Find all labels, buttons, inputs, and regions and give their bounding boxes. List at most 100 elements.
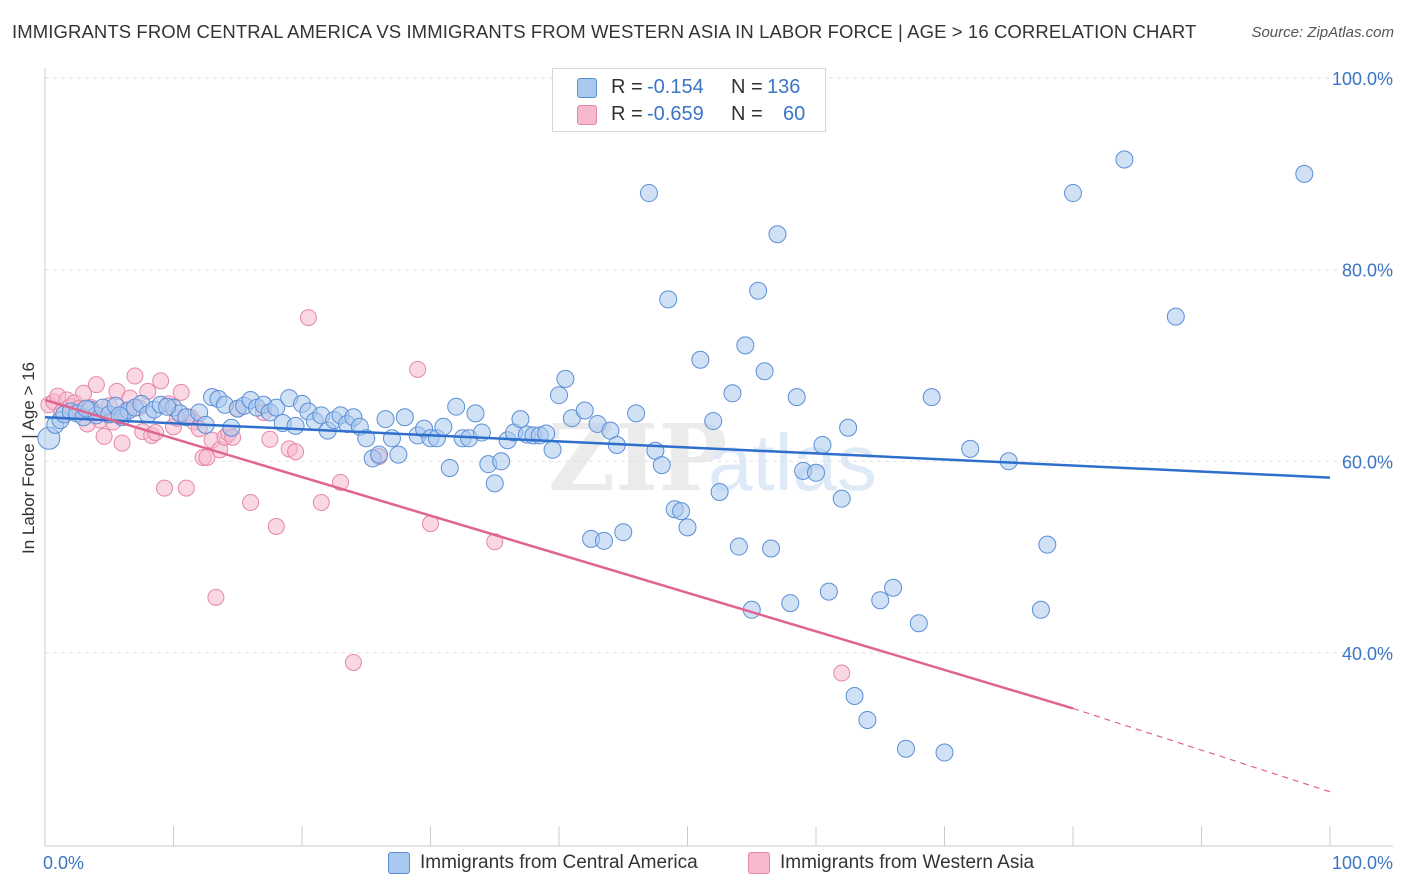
data-point-central-america [787, 388, 806, 407]
data-point-western-asia [156, 479, 174, 497]
legend-r-value: -0.154 [647, 76, 704, 98]
data-point-central-america [158, 397, 177, 416]
data-point-central-america [755, 362, 774, 381]
bottom-legend-swatch-blue [388, 852, 410, 874]
data-point-central-america [1295, 164, 1314, 183]
data-point-central-america [614, 523, 633, 542]
data-point-central-america [389, 445, 408, 464]
data-point-central-america [781, 594, 800, 613]
legend-n-value: 136 [767, 76, 801, 98]
legend-n-label: N = [731, 76, 763, 98]
x-tick-label: 0.0% [43, 853, 84, 873]
data-point-central-america [575, 401, 594, 420]
data-point-central-america [543, 440, 562, 459]
legend-r-label: R = [611, 76, 643, 98]
chart-title: IMMIGRANTS FROM CENTRAL AMERICA VS IMMIG… [12, 21, 1197, 42]
data-point-central-america [1038, 535, 1057, 554]
data-point-central-america [845, 687, 864, 706]
data-point-central-america [672, 502, 691, 521]
data-point-western-asia [207, 588, 225, 606]
axis-labels: 40.0% 60.0% 80.0% 100.0% 0.0% 100.0% In Labor … [19, 69, 1393, 873]
data-point-central-america [395, 408, 414, 427]
data-point-central-america [832, 489, 851, 508]
y-tick-label: 80.0% [1342, 261, 1393, 281]
data-point-central-america [896, 739, 915, 758]
trend-lines [44, 398, 1331, 793]
bottom-legend-swatch-pink [748, 852, 770, 874]
axes [44, 68, 1393, 847]
data-point-central-america [839, 418, 858, 437]
y-tick-label: 40.0% [1342, 644, 1393, 664]
data-point-central-america [858, 710, 877, 729]
data-point-central-america [440, 459, 459, 478]
data-point-central-america [678, 518, 697, 537]
data-point-central-america [729, 537, 748, 556]
data-point-central-america [710, 482, 729, 501]
trend-line-western-asia [44, 398, 1074, 710]
data-point-central-america [807, 463, 825, 482]
data-point-western-asia [344, 653, 362, 671]
y-tick-label: 100.0% [1332, 69, 1393, 89]
data-point-central-america [1115, 150, 1134, 169]
data-point-central-america [639, 184, 658, 203]
data-point-central-america [922, 388, 941, 407]
data-point-central-america [736, 336, 755, 355]
data-point-western-asia [177, 479, 195, 497]
data-point-central-america [1064, 184, 1082, 203]
data-point-western-asia [152, 372, 170, 390]
data-point-central-america [659, 290, 678, 309]
data-point-western-asia [113, 434, 131, 452]
data-point-central-america [768, 225, 787, 244]
x-tick-label: 100.0% [1332, 853, 1393, 873]
correlation-legend: R = -0.154 N = 136 R = -0.659 N = 60 [552, 68, 826, 132]
legend-r-label: R = [611, 103, 643, 125]
data-point-western-asia [126, 367, 144, 385]
chart-source: Source: ZipAtlas.com [1251, 24, 1394, 41]
data-point-central-america [884, 578, 903, 597]
data-point-central-america [704, 412, 723, 431]
data-point-central-america [961, 439, 980, 458]
data-point-central-america [434, 417, 453, 436]
data-point-central-america [594, 531, 613, 550]
data-point-western-asia [267, 517, 285, 535]
data-point-central-america [376, 410, 395, 429]
data-point-central-america [492, 452, 511, 471]
trend-line-central-america [44, 415, 1331, 479]
data-point-central-america [627, 404, 646, 423]
data-point-central-america [511, 410, 530, 429]
data-point-central-america [819, 582, 838, 601]
legend-swatch-pink [577, 105, 597, 125]
data-point-central-america [909, 614, 928, 633]
legend-n-label: N = [731, 103, 763, 125]
data-point-central-america [691, 350, 710, 369]
legend-n-value: 60 [783, 103, 806, 125]
data-point-central-america [357, 429, 376, 448]
data-point-central-america [550, 386, 568, 405]
grid-lines [45, 77, 1393, 654]
data-point-western-asia [87, 376, 105, 394]
data-point-western-asia [242, 493, 260, 511]
data-point-central-america [762, 539, 781, 558]
data-point-central-america [485, 474, 504, 493]
bottom-legend-label: Immigrants from Central America [420, 852, 698, 873]
data-point-central-america [447, 397, 466, 416]
data-point-western-asia [95, 427, 113, 445]
data-point-central-america [935, 743, 954, 762]
data-point-central-america [267, 398, 286, 417]
data-point-central-america [723, 384, 742, 403]
data-point-western-asia [172, 383, 190, 401]
data-point-central-america [222, 418, 241, 437]
data-point-central-america [813, 436, 832, 455]
data-point-central-america [466, 404, 485, 423]
data-point-western-asia [299, 309, 317, 327]
data-point-central-america [370, 445, 389, 464]
y-axis-title: In Labor Force | Age > 16 [19, 362, 38, 554]
data-point-central-america [556, 369, 575, 388]
series-central-america [37, 150, 1314, 762]
data-point-central-america [286, 416, 305, 435]
data-point-western-asia [261, 430, 279, 448]
data-point-central-america [1031, 600, 1050, 619]
y-tick-label: 60.0% [1342, 452, 1393, 472]
data-point-western-asia [833, 664, 851, 682]
